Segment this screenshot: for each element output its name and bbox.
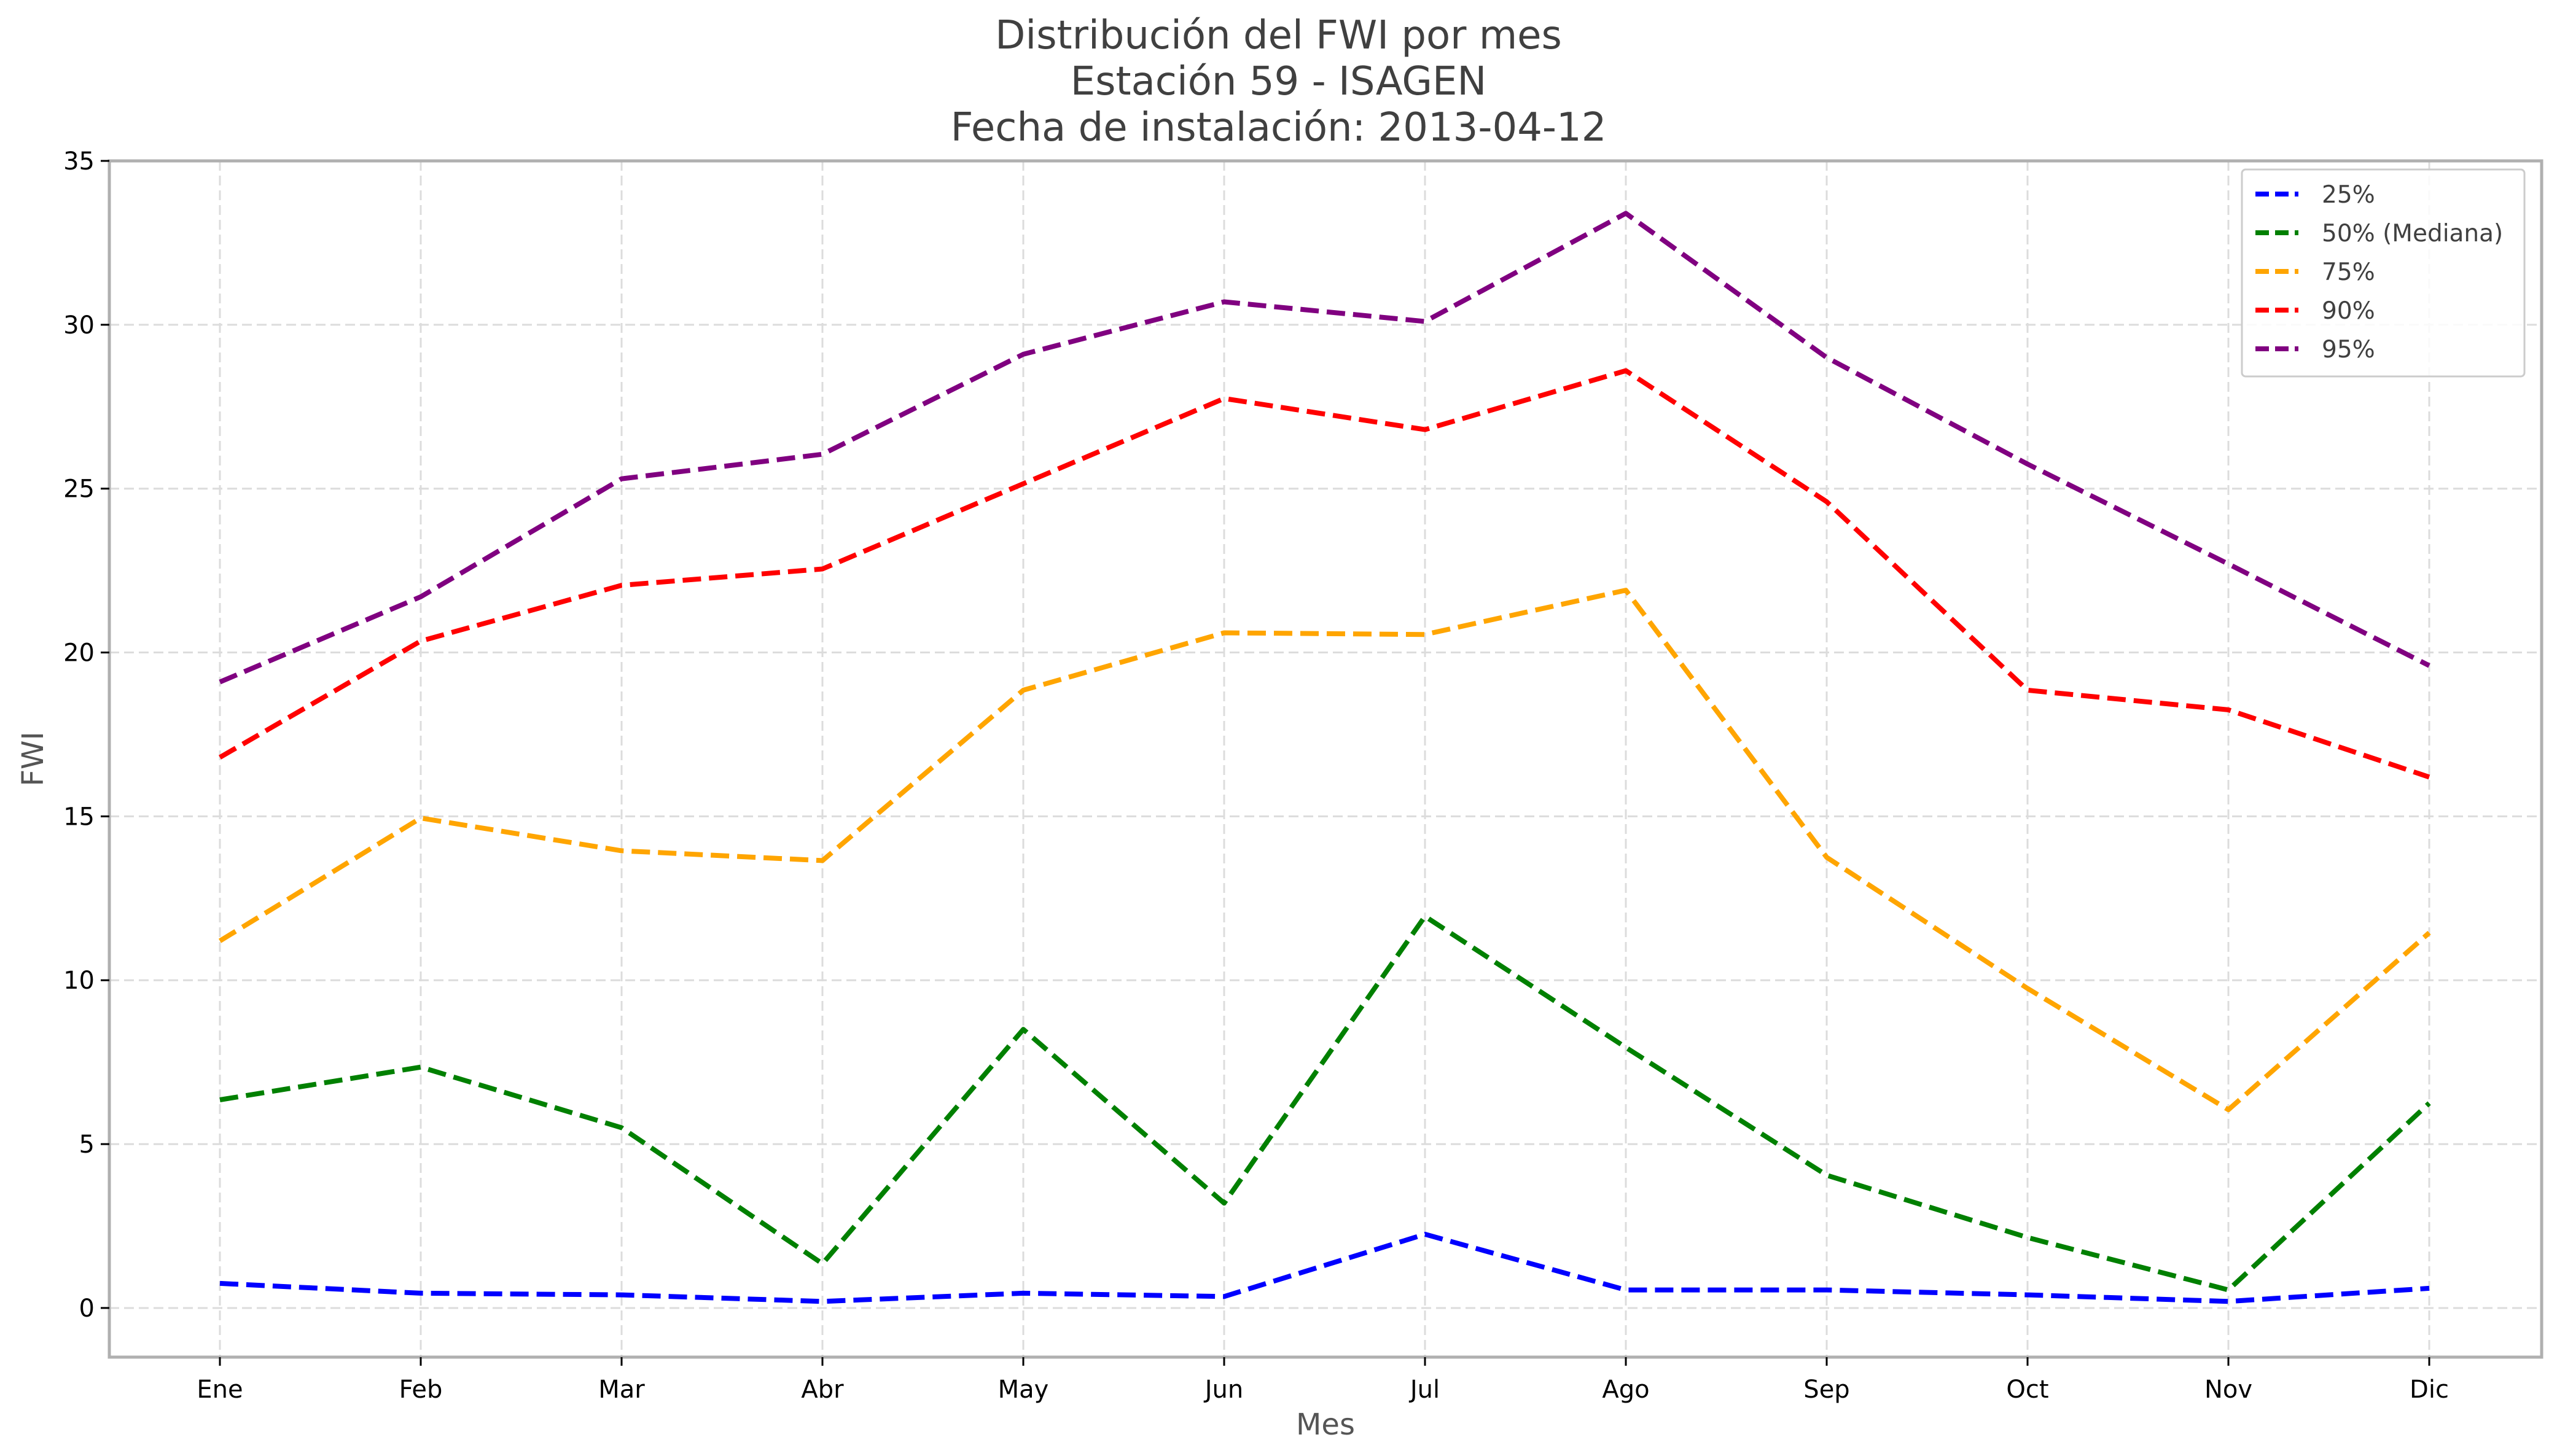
- x-tick-label: Nov: [2204, 1376, 2252, 1404]
- legend-label: 25%: [2322, 181, 2375, 209]
- x-tick-label: Abr: [801, 1376, 844, 1404]
- y-tick-label: 15: [63, 803, 95, 831]
- y-tick-label: 5: [79, 1131, 95, 1159]
- grid: [109, 160, 2542, 1357]
- series-line: [219, 211, 2430, 685]
- x-tick-label: Jun: [1203, 1376, 1244, 1404]
- y-tick-label: 25: [63, 475, 95, 504]
- x-axis: Ene Feb Mar Abr May Jun Jul Ago Sep Oct Nov Dic: [197, 1357, 2449, 1404]
- legend-label: 50% (Mediana): [2322, 220, 2503, 247]
- y-tick-label: 0: [79, 1294, 95, 1323]
- plot-frame: [107, 159, 2543, 1359]
- legend-label: 75%: [2322, 259, 2375, 286]
- y-tick-label: 30: [63, 311, 95, 340]
- y-axis: 0 5 10 15 20 25 30 35: [63, 147, 109, 1323]
- x-tick-label: Dic: [2410, 1376, 2449, 1404]
- series-line: [219, 914, 2431, 1293]
- x-tick-label: Oct: [2006, 1376, 2048, 1404]
- x-tick-label: Jul: [1408, 1376, 1440, 1404]
- x-axis-title: Mes: [1296, 1407, 1355, 1442]
- y-axis-title: FWI: [16, 731, 50, 786]
- x-tick-label: Ago: [1602, 1376, 1649, 1404]
- x-tick-label: May: [998, 1376, 1049, 1404]
- x-tick-label: Sep: [1803, 1376, 1849, 1404]
- chart-subtitle: Estación 59 - ISAGEN: [1070, 59, 1487, 104]
- x-tick-label: Feb: [399, 1376, 443, 1404]
- y-tick-label: 20: [63, 639, 95, 668]
- legend-label: 90%: [2322, 297, 2375, 325]
- x-tick-label: Mar: [598, 1376, 645, 1404]
- series-line: [219, 1231, 2430, 1304]
- series-lines: [218, 211, 2431, 1304]
- x-tick-label: Ene: [197, 1376, 243, 1404]
- legend-box: [2241, 168, 2526, 378]
- legend-label: 95%: [2322, 336, 2375, 364]
- chart-subtitle-2: Fecha de instalación: 2013-04-12: [950, 105, 1607, 150]
- chart-title: Distribución del FWI por mes: [995, 13, 1562, 58]
- y-tick-label: 35: [63, 147, 95, 176]
- y-tick-label: 10: [63, 967, 95, 995]
- legend: 25% 50% (Mediana) 75% 90% 95%: [2241, 168, 2526, 378]
- series-line: [218, 588, 2431, 1113]
- series-line: [218, 368, 2430, 780]
